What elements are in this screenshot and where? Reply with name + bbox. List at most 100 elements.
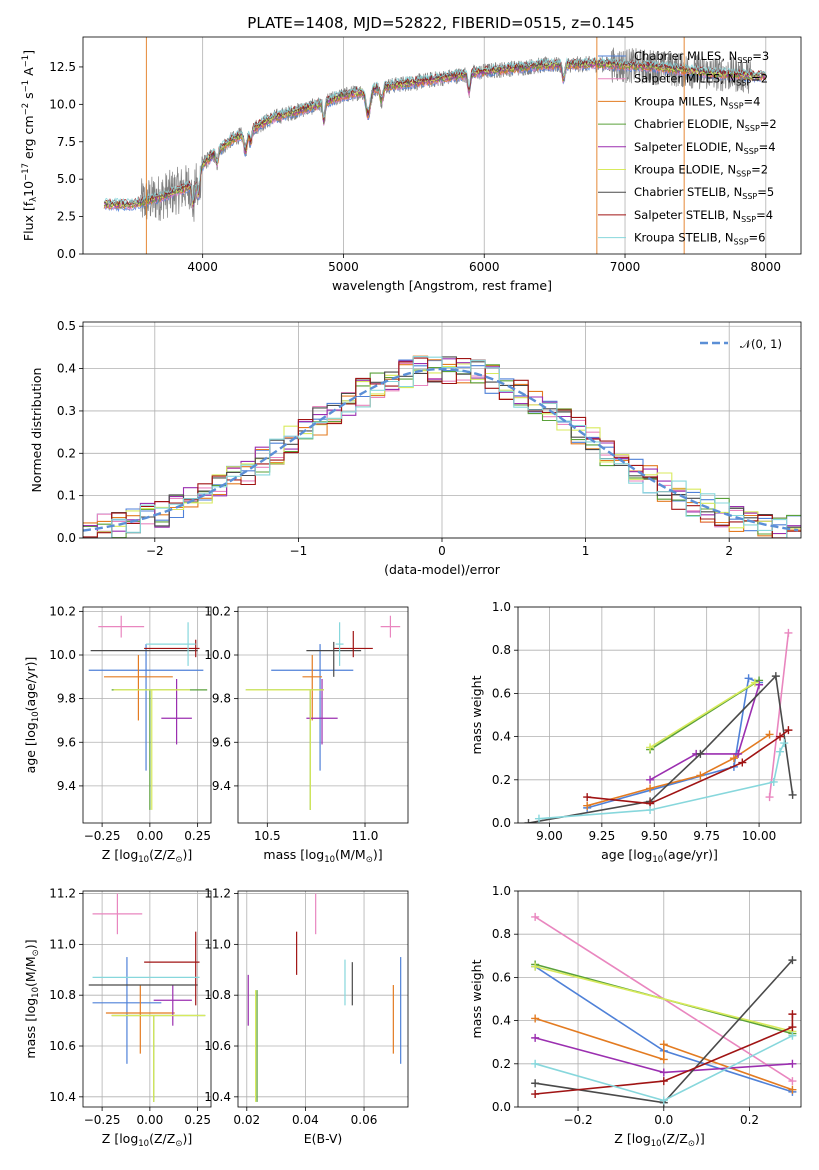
x-axis-label-part: )] (695, 1131, 705, 1146)
legend-label-count: =4 (756, 208, 773, 222)
data-marker (659, 1055, 668, 1064)
x-tick-label: 4000 (187, 260, 218, 274)
x-tick-label: 8000 (751, 260, 782, 274)
data-marker (788, 790, 797, 799)
errorbar-point-8 (333, 631, 373, 658)
residual-histogram-8 (83, 357, 801, 538)
panel-6: 0.02 0.04 0.06 10.4 10.6 10.8 11.0 11.2 E(B-V) (204, 887, 409, 1146)
data-marker (765, 730, 774, 739)
legend-label-count: =5 (757, 185, 774, 199)
legend-label-sub: SSP (736, 79, 751, 88)
legend-label: 𝒩(0, 1) (740, 337, 782, 351)
y-axis-label-part: 10 (21, 181, 36, 197)
errorbar-point-6 (245, 689, 324, 810)
legend-label-sub: SSP (741, 215, 756, 224)
y-tick-label: 2.5 (57, 210, 76, 224)
legend: 𝒩(0, 1) (700, 337, 782, 351)
x-axis-label-part: )] (182, 847, 192, 862)
errorbar-point-3 (105, 985, 175, 1054)
x-tick-label: 0 (438, 544, 446, 558)
errorbar-point-1 (92, 957, 162, 1064)
data-marker (788, 1077, 797, 1086)
x-axis-label-part: Z [log (614, 1131, 650, 1146)
x-axis-label-part: 10 (138, 855, 149, 865)
errorbar-point-8 (144, 931, 200, 1006)
x-axis-label-part: ⊙ (366, 855, 373, 865)
data-marker (583, 793, 592, 802)
x-tick-label: 10.00 (742, 829, 776, 843)
legend-label-count: =2 (751, 163, 768, 177)
x-tick-label: −2 (146, 544, 164, 558)
data-marker (659, 1096, 668, 1105)
axes-frame (517, 890, 802, 1108)
y-tick-label: 10.8 (204, 988, 231, 1002)
y-tick-label: 0.6 (492, 970, 511, 984)
data-marker (531, 1059, 540, 1068)
x-axis-label: (data-model)/error (384, 562, 501, 577)
errorbar-point-8 (144, 639, 200, 658)
x-axis-label-part: mass [log (263, 847, 324, 862)
data-marker (744, 674, 753, 683)
x-tick-label: 10.5 (254, 829, 281, 843)
panel-1: −2 −1 0 1 2 0.0 0.1 0.2 0.3 0.4 0.5 (data-model)/er… (29, 319, 802, 577)
y-tick-label: 10.6 (49, 1039, 76, 1053)
x-tick-label: 0.02 (233, 1113, 260, 1127)
data-marker (788, 1023, 797, 1032)
y-tick-label: 0.8 (492, 927, 511, 941)
data-marker (531, 1014, 540, 1023)
plot-area (247, 893, 402, 1102)
data-marker (646, 775, 655, 784)
data-marker (776, 747, 785, 756)
panel-0: 4000 5000 6000 7000 8000 0.0 2.5 5.0 7.5 10.0 12.5… (21, 36, 802, 293)
y-axis-label: mass weight (469, 675, 484, 754)
y-axis-label: mass weight (469, 959, 484, 1038)
y-axis-label: Flux [fλ10−17 erg cm−2 s−1 A−1] (21, 50, 39, 241)
x-tick-label: 0.0 (654, 1113, 673, 1127)
x-axis-label-part: )] (182, 1131, 192, 1146)
mass-weight-series-1 (586, 677, 760, 809)
data-marker (659, 1068, 668, 1077)
y-tick-label: 0.8 (492, 643, 511, 657)
errorbar-point-1 (88, 644, 204, 771)
y-axis-label-part: −1 (21, 80, 31, 93)
y-tick-label: 0.2 (492, 773, 511, 787)
y-tick-label: 0.4 (492, 1014, 511, 1028)
x-axis-label: mass [log10(M/M⊙)] (263, 847, 382, 865)
data-marker (729, 754, 738, 763)
data-marker (784, 726, 793, 735)
data-marker (734, 749, 743, 758)
x-axis-label-part: 10 (138, 1139, 149, 1149)
x-axis-label-part: 10 (324, 855, 335, 865)
y-tick-label: 10.0 (49, 97, 76, 111)
panel-3: 10.5 11.0 9.4 9.6 9.8 10.0 10.2 mass [log10(M/M… (204, 604, 409, 865)
y-tick-label: 11.0 (204, 937, 231, 951)
legend-label-sub: SSP (736, 170, 751, 179)
legend-label-name: Chabrier STELIB, N (634, 185, 742, 199)
grid (238, 891, 408, 1107)
x-axis-label-part: age [log (601, 847, 652, 862)
plot-area (245, 615, 401, 810)
data-marker (531, 1033, 540, 1042)
mass-weight-series-5 (649, 684, 760, 781)
y-axis-label-part: ] (21, 50, 36, 55)
y-axis-label: age [log10(age/yr)] (23, 657, 41, 774)
mass-weight-series-2 (768, 632, 790, 798)
y-tick-label: 0.3 (57, 404, 76, 418)
data-marker (531, 1090, 540, 1099)
y-tick-label: 1.0 (492, 600, 511, 614)
x-tick-label: −1 (290, 544, 308, 558)
data-marker (771, 672, 780, 681)
axes-frame (82, 606, 212, 824)
y-tick-label: 0.0 (492, 1100, 511, 1114)
legend-label-name: Salpeter STELIB, N (634, 208, 741, 222)
data-marker (769, 777, 778, 786)
y-tick-label: 0.0 (57, 247, 76, 261)
x-tick-label: 6000 (469, 260, 500, 274)
legend-label-name: Salpeter MILES, N (634, 72, 736, 86)
legend-label-sub: SSP (742, 192, 757, 201)
errorbar-point-7 (306, 641, 362, 677)
data-marker (788, 1085, 797, 1094)
legend-label-count: =4 (759, 140, 776, 154)
legend-label-name: Chabrier MILES, N (634, 49, 737, 63)
x-tick-label: 9.25 (588, 829, 615, 843)
